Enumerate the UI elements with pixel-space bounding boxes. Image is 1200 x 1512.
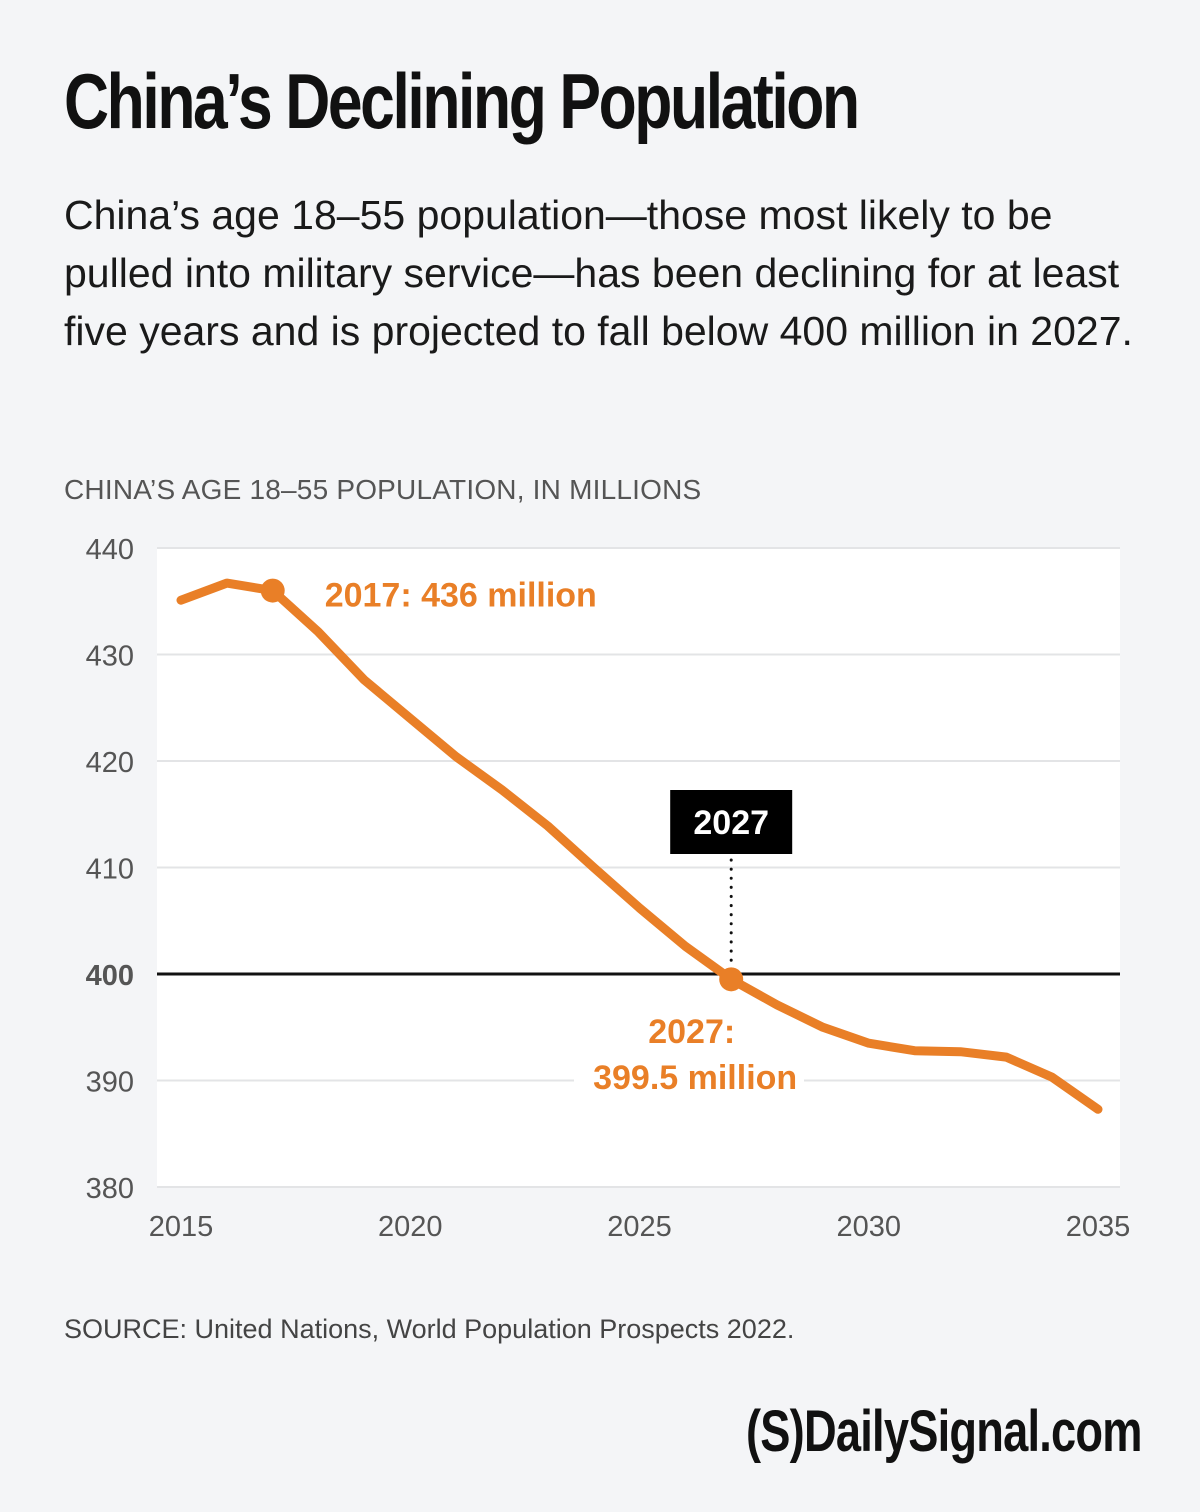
source-note: SOURCE: United Nations, World Population…: [64, 1314, 795, 1344]
page-title: China’s Declining Population: [64, 57, 860, 145]
point-2017: [260, 578, 285, 603]
highlight-points: [260, 578, 744, 992]
annotation-2027-value: 399.5 million: [593, 1059, 797, 1097]
subtitle: China’s age 18–55 population—those most …: [64, 192, 1133, 354]
x-tick-labels: 2015 2020 2025 2030 2035: [149, 1211, 1131, 1243]
annotation-2027-year: 2027:: [648, 1013, 735, 1051]
x-tick-2015: 2015: [149, 1211, 214, 1243]
year-marker-label: 2027: [693, 804, 769, 842]
x-tick-2020: 2020: [378, 1211, 443, 1243]
y-axis-label: CHINA’S AGE 18–55 POPULATION, IN MILLION…: [64, 474, 702, 505]
y-tick-labels: 380 390 400 410 420 430 440: [86, 534, 134, 1205]
annotation-2027-background: [574, 1055, 804, 1097]
x-tick-2030: 2030: [836, 1211, 901, 1243]
point-2027: [719, 967, 744, 992]
population-line: [176, 578, 1103, 1114]
annotation-2017: 2017: 436 million: [325, 577, 597, 615]
y-tick-380: 380: [86, 1173, 134, 1205]
y-tick-400: 400: [86, 960, 134, 992]
y-tick-420: 420: [86, 747, 134, 779]
y-tick-390: 390: [86, 1067, 134, 1099]
y-tick-430: 430: [86, 641, 134, 673]
y-tick-410: 410: [86, 854, 134, 886]
daily-signal-logo: (S)DailySignal.com: [746, 1399, 1143, 1464]
x-tick-2035: 2035: [1066, 1211, 1131, 1243]
x-tick-2025: 2025: [607, 1211, 672, 1243]
y-tick-440: 440: [86, 534, 134, 566]
gridlines: [157, 547, 1120, 1188]
year-marker-box: [670, 790, 793, 854]
